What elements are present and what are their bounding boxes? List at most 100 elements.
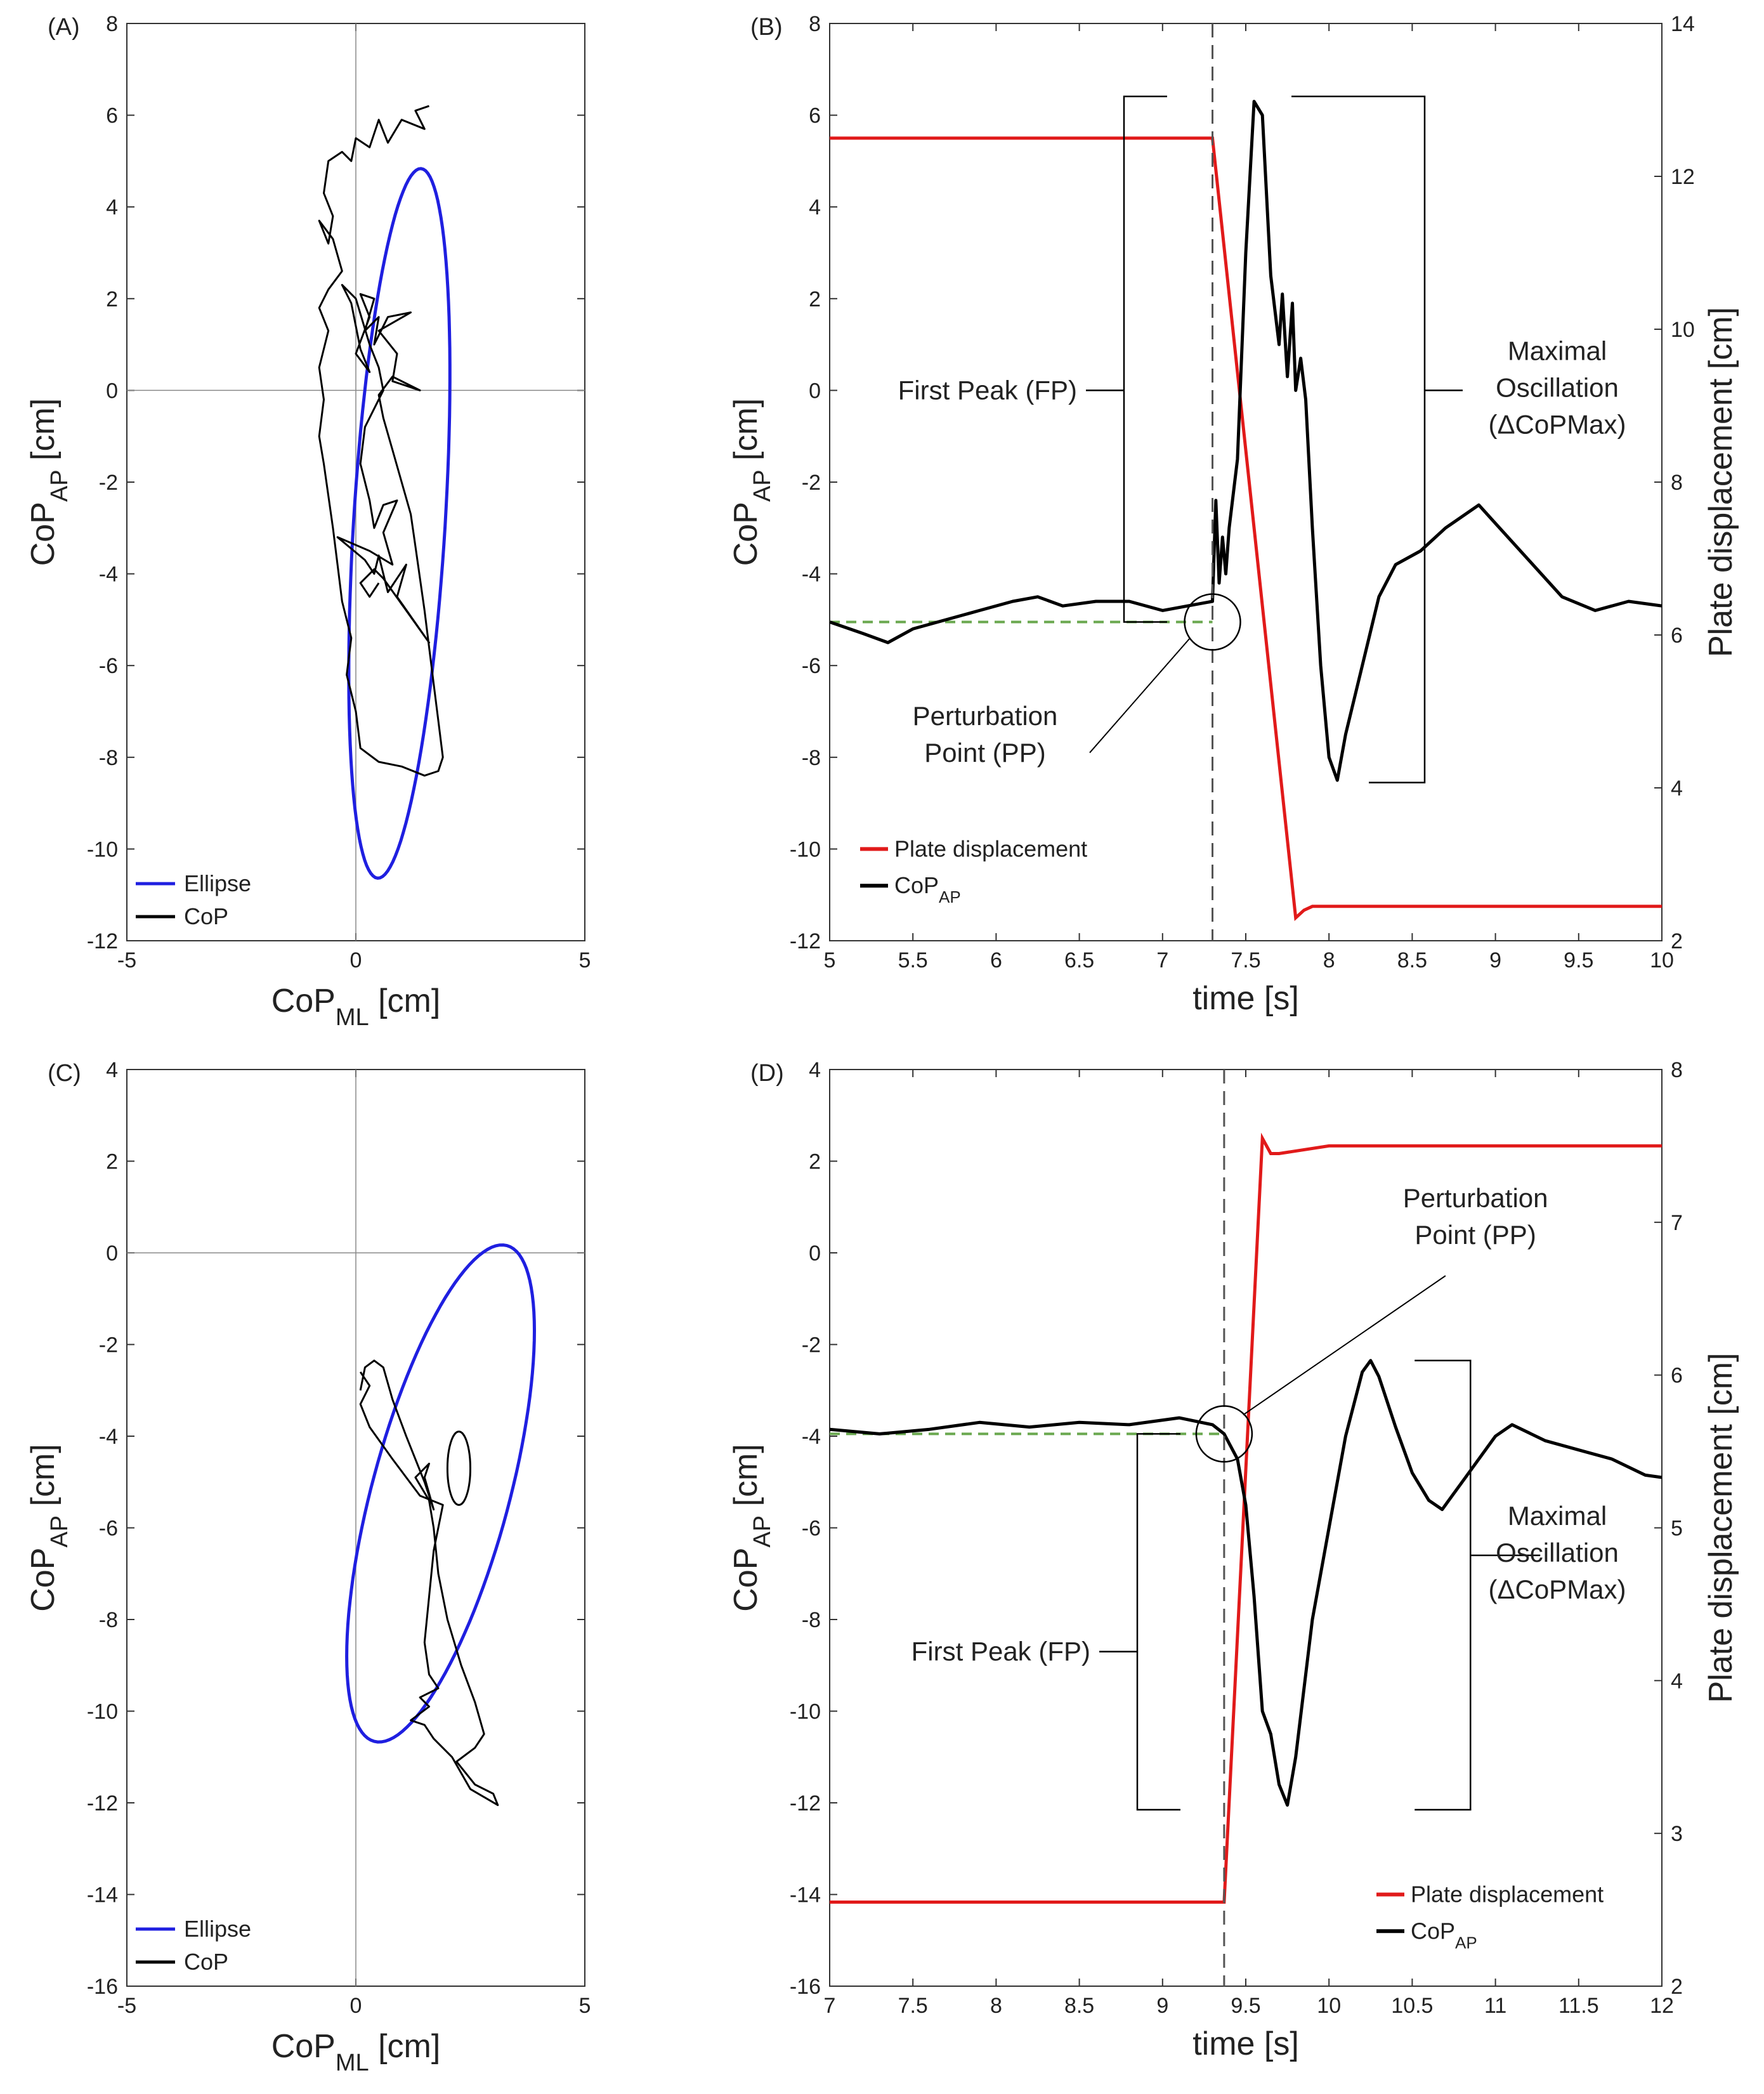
legend-label-plate: Plate displacement: [1411, 1881, 1604, 1908]
y2-tick-label: 2: [1671, 929, 1683, 953]
y-axis-label-sub: AP: [749, 1515, 776, 1548]
panel-label: (B): [750, 14, 783, 41]
pp-annotation-line: Perturbation: [913, 701, 1058, 731]
fp-annotation: First Peak (FP): [898, 375, 1077, 405]
y2-tick-label: 6: [1671, 1364, 1683, 1388]
y-tick-label: 2: [809, 1150, 821, 1174]
legend-label-cop-main: CoP: [1411, 1918, 1455, 1944]
y-tick-label: 0: [809, 379, 821, 403]
x-tick-label: 6.5: [1064, 948, 1094, 972]
x-tick-label: 0: [350, 1994, 362, 2018]
y-tick-label: -4: [802, 1425, 821, 1449]
pp-annotation-line: Perturbation: [1403, 1183, 1548, 1213]
y2-tick-label: 3: [1671, 1822, 1683, 1846]
y-tick-label: -8: [802, 1608, 821, 1632]
pp-annotation-line: Point (PP): [1414, 1220, 1536, 1250]
x-axis-label: time [s]: [1192, 2025, 1299, 2062]
cop-ap-line: [830, 1359, 1662, 1807]
y2-tick-label: 6: [1671, 624, 1683, 648]
y-tick-label: 2: [809, 287, 821, 311]
fp-annotation: First Peak (FP): [911, 1637, 1090, 1666]
legend-label-cop-sub: AP: [939, 887, 961, 906]
y2-tick-label: 4: [1671, 1669, 1683, 1693]
y-tick-label: 6: [809, 104, 821, 128]
y-tick-label: 2: [106, 287, 118, 311]
x-tick-label: 10.5: [1391, 1994, 1433, 2018]
x-axis-label-unit: [cm]: [369, 2028, 441, 2065]
y2-tick-label: 2: [1671, 1975, 1683, 1999]
y-tick-label: -14: [87, 1883, 118, 1908]
y-tick-label: 4: [106, 195, 118, 219]
x-tick-label: 10: [1650, 948, 1674, 972]
plate-displacement-line: [830, 136, 1662, 921]
y2-tick-label: 12: [1671, 165, 1695, 189]
y-tick-label: 4: [809, 1058, 821, 1082]
axes-box: [829, 23, 1663, 941]
y2-tick-label: 4: [1671, 776, 1683, 801]
y-tick-label: -12: [87, 1791, 118, 1816]
max-osc-annotation-line: (ΔCoPMax): [1488, 1574, 1626, 1604]
fp-bracket: [1136, 1433, 1180, 1811]
x-tick-label: 10: [1317, 1994, 1341, 2018]
legend-label-plate: Plate displacement: [894, 835, 1087, 861]
y2-axis-label: Plate displacement [cm]: [1702, 1352, 1739, 1703]
max-osc-annotation-line: (ΔCoPMax): [1488, 409, 1626, 439]
cop-trace: [359, 1359, 499, 1807]
y-tick-label: -2: [802, 1333, 821, 1358]
x-tick-label: 7.5: [898, 1994, 928, 2018]
max-osc-bracket: [1291, 95, 1426, 783]
y-axis-label-main: CoP: [728, 1548, 764, 1612]
x-tick-label: 8.5: [1397, 948, 1427, 972]
y2-tick-label: 14: [1671, 12, 1695, 36]
x-axis-label-unit: [cm]: [369, 983, 441, 1019]
y-tick-label: -10: [790, 837, 821, 861]
y-tick-label: 8: [106, 12, 118, 36]
max-osc-annotation-line: Oscillation: [1496, 372, 1619, 402]
y-tick-label: 0: [106, 1241, 118, 1266]
x-axis-label-main: CoP: [271, 983, 336, 1019]
x-tick-label: 8: [990, 1994, 1002, 2018]
y-axis-label-main: CoP: [25, 502, 62, 566]
x-axis-label-sub: ML: [336, 2050, 369, 2076]
y-tick-label: -2: [802, 471, 821, 495]
x-tick-label: 7: [824, 1994, 836, 2018]
x-tick-label: 8: [1323, 948, 1335, 972]
max-osc-annotation-line: Maximal: [1508, 1501, 1607, 1531]
legend-label-ellipse: Ellipse: [184, 870, 251, 896]
legend-label-cop: CoP: [184, 903, 228, 929]
panel-b: 5 5.5 6 6.5 7 7.5 8 8.5 9 9.5 10 -12 -10 -8 -6 -4 -2 0 2 4 6…: [728, 12, 1739, 1017]
x-tick-label: 8.5: [1064, 1994, 1094, 2018]
panel-d: 7 7.5 8 8.5 9 9.5 10 10.5 11 11.5 12 -16 -14 -12 -10 -8…: [728, 1058, 1739, 2062]
x-tick-label: 9: [1489, 948, 1501, 972]
y-tick-label: -10: [790, 1700, 821, 1724]
y-axis-label-main: CoP: [728, 502, 764, 566]
y-axis-label-main: CoP: [25, 1548, 62, 1612]
y-tick-label: -12: [790, 929, 821, 953]
panel-label: (A): [48, 14, 80, 41]
cop-trace-loop: [446, 1430, 472, 1506]
cop-trace: [318, 105, 444, 777]
x-tick-label: 6: [990, 948, 1002, 972]
legend-label-cop-main: CoP: [894, 872, 939, 898]
perturbation-point-circle: [1184, 593, 1241, 651]
y-tick-label: -16: [87, 1975, 118, 1999]
y-tick-label: 6: [106, 104, 118, 128]
x-tick-label: 5: [579, 1994, 591, 2018]
legend-label-cop: CoPAP: [1411, 1918, 1477, 1952]
ellipse-line: [345, 1243, 537, 1744]
pp-annotation-line: Point (PP): [924, 738, 1045, 768]
x-tick-label: 12: [1650, 1994, 1674, 2018]
y-tick-label: -4: [802, 563, 821, 587]
y-tick-label: -6: [802, 654, 821, 678]
x-axis-label-main: CoP: [271, 2028, 336, 2065]
panel-label: (D): [750, 1060, 784, 1087]
x-tick-label: 0: [350, 948, 362, 972]
y-tick-label: -12: [87, 929, 118, 953]
x-axis-label-sub: ML: [336, 1004, 369, 1031]
y-axis-label-unit: [cm]: [728, 1444, 764, 1515]
y-tick-label: -8: [802, 746, 821, 770]
y-tick-label: -8: [99, 746, 118, 770]
pp-leader: [1089, 638, 1191, 754]
